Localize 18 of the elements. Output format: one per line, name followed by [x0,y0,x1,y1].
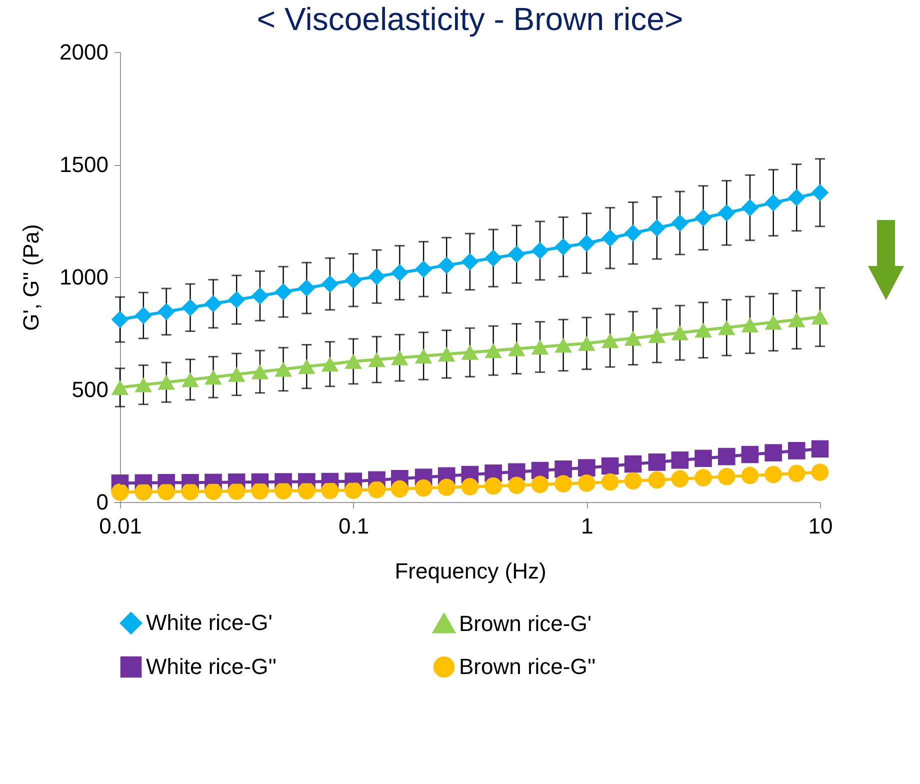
x-axis-title: Frequency (Hz) [394,558,546,584]
point [811,440,829,458]
y-axis-title: G', G'' (Pa) [18,224,44,331]
legend-label: White rice-G'' [146,654,277,679]
chart-title: < Viscoelasticity - Brown rice> [256,1,684,37]
point [111,380,129,395]
x-tick-label: 1 [581,514,594,538]
x-tick-label: 10 [808,514,833,538]
y-tick-label: 1500 [60,152,108,177]
legend-label: Brown rice-G' [459,610,592,636]
y-tick-label: 500 [72,377,108,402]
y-tick-label: 0 [96,490,108,514]
y-tick-label: 2000 [60,40,108,64]
x-tick-label: 0.01 [99,514,142,538]
legend-label: Brown rice-G'' [459,654,596,679]
legend-label: White rice-G' [146,610,272,636]
x-tick-label: 0.1 [338,514,370,538]
y-tick-label: 1000 [60,264,108,290]
